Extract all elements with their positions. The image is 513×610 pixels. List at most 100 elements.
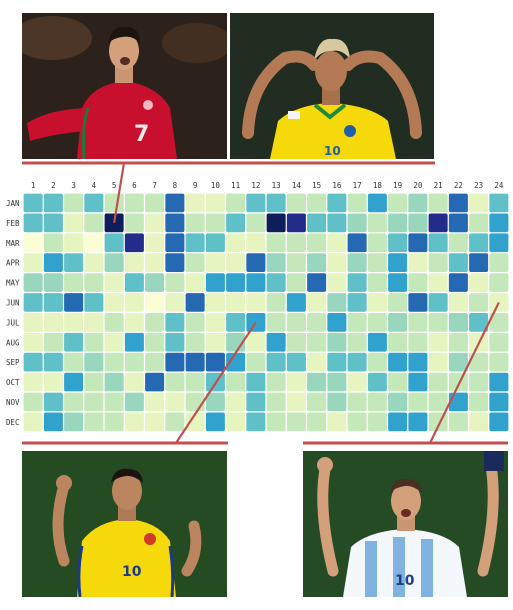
heatmap-cell-aug-20 xyxy=(408,332,428,352)
heatmap-cell-mar-4 xyxy=(84,233,104,253)
heatmap-cell-jan-14 xyxy=(286,193,306,213)
heatmap-cell-oct-22 xyxy=(448,372,468,392)
heatmap-cell-dec-4 xyxy=(84,412,104,432)
heatmap-cell-mar-20 xyxy=(408,233,428,253)
heatmap-cell-jan-15 xyxy=(307,193,327,213)
heatmap-cell-may-20 xyxy=(408,273,428,292)
heatmap-cell-aug-13 xyxy=(266,332,286,352)
heatmap-cell-aug-24 xyxy=(489,332,509,352)
heatmap-cell-aug-8 xyxy=(165,332,185,352)
heatmap-cell-oct-20 xyxy=(408,372,428,392)
heatmap-cell-jun-1 xyxy=(23,293,43,312)
heatmap-cell-feb-19 xyxy=(388,213,408,233)
heatmap-cell-mar-16 xyxy=(327,233,347,253)
heatmap-cell-may-2 xyxy=(43,273,63,292)
heatmap-cell-aug-10 xyxy=(205,332,225,352)
x-tick-label: 2 xyxy=(51,181,56,190)
heatmap-cell-jan-11 xyxy=(226,193,246,213)
heatmap-cell-nov-15 xyxy=(307,392,327,412)
heatmap-cell-nov-19 xyxy=(388,392,408,412)
heatmap-cell-apr-5 xyxy=(104,253,124,272)
heatmap-cell-dec-24 xyxy=(489,412,509,432)
heatmap-cell-apr-3 xyxy=(64,253,84,272)
heatmap-cell-aug-12 xyxy=(246,332,266,352)
x-tick-label: 18 xyxy=(373,181,383,190)
heatmap-cell-sep-14 xyxy=(286,352,306,372)
heatmap-cell-oct-3 xyxy=(64,372,84,392)
heatmap-cell-may-24 xyxy=(489,273,509,292)
heatmap-cell-jul-16 xyxy=(327,313,347,332)
heatmap-cell-may-1 xyxy=(23,273,43,292)
heatmap-cell-apr-2 xyxy=(43,253,63,272)
heatmap-cell-jun-10 xyxy=(205,293,225,312)
heatmap-cell-jun-11 xyxy=(226,293,246,312)
heatmap-cell-jun-14 xyxy=(286,293,306,312)
heatmap-cell-jul-6 xyxy=(124,313,144,332)
heatmap-cell-sep-1 xyxy=(23,352,43,372)
heatmap-cell-sep-15 xyxy=(307,352,327,372)
heatmap-cell-mar-18 xyxy=(367,233,387,253)
x-tick-label: 8 xyxy=(173,181,178,190)
x-tick-label: 5 xyxy=(112,181,117,190)
heatmap-cell-oct-9 xyxy=(185,372,205,392)
heatmap-cell-jun-5 xyxy=(104,293,124,312)
heatmap-cell-feb-3 xyxy=(64,213,84,233)
heatmap-cell-sep-2 xyxy=(43,352,63,372)
heatmap-cell-oct-18 xyxy=(367,372,387,392)
heatmap-cell-feb-22 xyxy=(448,213,468,233)
heatmap-cell-jun-9 xyxy=(185,293,205,312)
heatmap-cell-mar-21 xyxy=(428,233,448,253)
heatmap-cell-sep-19 xyxy=(388,352,408,372)
heatmap-cell-sep-8 xyxy=(165,352,185,372)
heatmap-cell-may-13 xyxy=(266,273,286,292)
heatmap-cell-sep-22 xyxy=(448,352,468,372)
heatmap-cell-jun-20 xyxy=(408,293,428,312)
x-tick-label: 16 xyxy=(332,181,342,190)
heatmap-cell-feb-21 xyxy=(428,213,448,233)
heatmap-cell-mar-7 xyxy=(145,233,165,253)
heatmap-cell-nov-6 xyxy=(124,392,144,412)
heatmap-cell-dec-14 xyxy=(286,412,306,432)
heatmap-cell-may-18 xyxy=(367,273,387,292)
heatmap-cell-mar-23 xyxy=(469,233,489,253)
heatmap-cell-oct-8 xyxy=(165,372,185,392)
heatmap-cell-may-16 xyxy=(327,273,347,292)
x-tick-label: 20 xyxy=(413,181,423,190)
heatmap-cell-jun-8 xyxy=(165,293,185,312)
heatmap-cell-feb-23 xyxy=(469,213,489,233)
heatmap-cell-oct-15 xyxy=(307,372,327,392)
heatmap-cell-jun-13 xyxy=(266,293,286,312)
y-tick-label: AUG xyxy=(6,338,20,347)
heatmap-cell-jul-21 xyxy=(428,313,448,332)
y-axis-labels: JAN FEB MAR APR MAY JUN JUL AUG SEP OCT NOV DEC xyxy=(6,199,20,427)
heatmap-cell-jun-2 xyxy=(43,293,63,312)
heatmap-cell-dec-16 xyxy=(327,412,347,432)
heatmap-cell-mar-11 xyxy=(226,233,246,253)
heatmap-cell-aug-18 xyxy=(367,332,387,352)
heatmap-cell-jan-16 xyxy=(327,193,347,213)
heatmap-cell-jul-1 xyxy=(23,313,43,332)
x-tick-label: 24 xyxy=(494,181,504,190)
heatmap-cell-apr-19 xyxy=(388,253,408,272)
heatmap-cell-nov-2 xyxy=(43,392,63,412)
heatmap-cell-dec-22 xyxy=(448,412,468,432)
heatmap-cell-jul-22 xyxy=(448,313,468,332)
connector-line-player-colombia xyxy=(175,321,257,444)
heatmap-cell-feb-13 xyxy=(266,213,286,233)
heatmap-cell-apr-12 xyxy=(246,253,266,272)
heatmap-cell-oct-4 xyxy=(84,372,104,392)
heatmap-cell-may-12 xyxy=(246,273,266,292)
heatmap-cell-oct-11 xyxy=(226,372,246,392)
heatmap-cell-oct-14 xyxy=(286,372,306,392)
y-tick-label: DEC xyxy=(6,418,20,427)
heatmap-cell-dec-10 xyxy=(205,412,225,432)
heatmap-cell-feb-4 xyxy=(84,213,104,233)
heatmap-cell-aug-14 xyxy=(286,332,306,352)
heatmap-cell-mar-10 xyxy=(205,233,225,253)
heatmap-cell-mar-9 xyxy=(185,233,205,253)
heatmap-cell-mar-12 xyxy=(246,233,266,253)
heatmap-cell-may-23 xyxy=(469,273,489,292)
heatmap-cell-may-8 xyxy=(165,273,185,292)
y-tick-label: MAY xyxy=(6,279,20,288)
heatmap-cell-nov-5 xyxy=(104,392,124,412)
